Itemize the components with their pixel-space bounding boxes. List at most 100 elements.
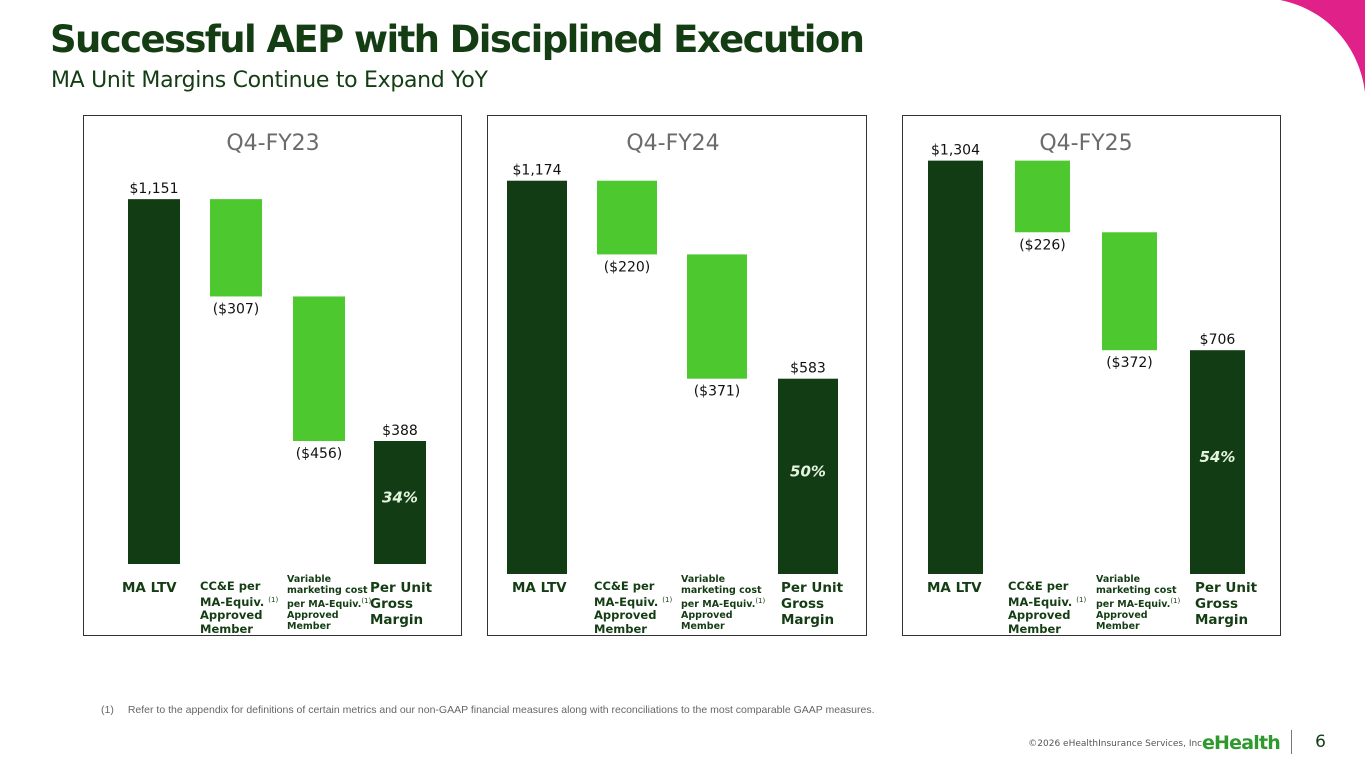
label-line: Approved xyxy=(681,610,733,621)
category-label-variable-marketing: Variable marketing cost per MA-Equiv.(1)… xyxy=(287,574,371,632)
category-label-variable-marketing: Variable marketing cost per MA-Equiv.(1)… xyxy=(681,574,765,632)
label-line: Approved xyxy=(200,608,263,622)
chart-panel-q4-fy25: Q4-FY25 $1,304 ($226) ($372) $706 54% MA LTV… xyxy=(902,115,1281,636)
category-label-cce: CC&E per MA-Equiv. (1) Approved Member xyxy=(200,579,279,636)
label-line: Gross xyxy=(1195,596,1239,612)
bar-variable-marketing xyxy=(293,296,345,442)
bar-cce xyxy=(597,180,657,255)
footnote-ref: (1) xyxy=(268,595,279,604)
label-line: MA-Equiv. xyxy=(594,594,659,609)
label-line: CC&E per xyxy=(594,579,655,593)
data-label: $706 xyxy=(1200,332,1236,348)
data-label: $388 xyxy=(382,423,418,439)
footnote-ref: (1) xyxy=(1076,595,1087,604)
label-line: Margin xyxy=(370,612,424,628)
label-line: Approved xyxy=(594,608,657,622)
copyright-text: ©2026 eHealthInsurance Services, Inc. xyxy=(1028,739,1205,749)
label-line: Member xyxy=(1096,621,1140,632)
footer-divider xyxy=(1291,730,1292,754)
data-label: ($371) xyxy=(694,384,741,400)
bar-gross-margin xyxy=(778,378,838,574)
data-label: $1,174 xyxy=(513,163,562,179)
bar-variable-marketing xyxy=(687,254,747,379)
label-line: Per Unit xyxy=(370,580,433,596)
footnote-ref: (1) xyxy=(662,595,673,604)
label-text: MA LTV xyxy=(927,580,982,596)
category-label-per-unit-gross-margin: Per Unit Gross Margin xyxy=(1195,580,1257,628)
footnote-number: (1) xyxy=(101,704,114,716)
category-label-per-unit-gross-margin: Per Unit Gross Margin xyxy=(370,580,432,628)
label-line: Approved xyxy=(1096,610,1148,621)
data-label: ($372) xyxy=(1106,355,1153,371)
page-title: Successful AEP with Disciplined Executio… xyxy=(50,18,865,61)
label-line: Margin xyxy=(781,612,835,628)
label-line: Per Unit xyxy=(781,580,844,596)
label-line: Margin xyxy=(1195,612,1249,628)
bar-gross-margin xyxy=(1190,350,1245,574)
label-line: CC&E per xyxy=(1008,579,1069,593)
label-line: marketing cost xyxy=(287,585,368,596)
bar-cce xyxy=(1015,160,1070,233)
data-label: ($220) xyxy=(604,259,651,275)
label-line: Member xyxy=(681,621,725,632)
label-line: Variable xyxy=(1096,574,1141,585)
label-line: MA-Equiv. xyxy=(200,594,265,609)
chart-title: Q4-FY23 xyxy=(226,131,319,156)
margin-percent-label: 54% xyxy=(1200,448,1236,466)
label-line: Approved xyxy=(1008,608,1071,622)
label-line: Gross xyxy=(370,596,414,612)
label-line: per MA-Equiv. xyxy=(287,599,362,610)
label-text: MA LTV xyxy=(122,580,177,596)
label-line: Variable xyxy=(681,574,726,585)
data-label: $583 xyxy=(790,361,826,377)
footnote-ref: (1) xyxy=(755,597,766,605)
label-line: Per Unit xyxy=(1195,580,1258,596)
label-line: Gross xyxy=(781,596,825,612)
ehealth-logo: eHealth xyxy=(1201,732,1281,754)
category-label-variable-marketing: Variable marketing cost per MA-Equiv.(1)… xyxy=(1096,574,1180,632)
category-label-ma-ltv: MA LTV xyxy=(927,580,982,596)
label-line: Approved xyxy=(287,610,339,621)
label-line: Member xyxy=(287,621,331,632)
footnote-ref: (1) xyxy=(361,597,372,605)
bar-cce xyxy=(210,199,262,297)
margin-percent-label: 34% xyxy=(382,489,418,507)
data-label: ($307) xyxy=(213,301,260,317)
page-subtitle: MA Unit Margins Continue to Expand YoY xyxy=(51,68,488,93)
bar-ma-ltv xyxy=(128,199,180,564)
category-label-ma-ltv: MA LTV xyxy=(512,580,567,596)
footnote: (1) Refer to the appendix for definitions… xyxy=(101,704,875,716)
category-label-per-unit-gross-margin: Per Unit Gross Margin xyxy=(781,580,843,628)
corner-accent-shape xyxy=(1280,0,1365,92)
label-line: marketing cost xyxy=(681,585,762,596)
label-line: per MA-Equiv. xyxy=(681,599,756,610)
bar-gross-margin xyxy=(374,441,426,564)
page-number: 6 xyxy=(1315,732,1326,752)
category-label-cce: CC&E per MA-Equiv. (1) Approved Member xyxy=(594,579,673,636)
footnote-text: Refer to the appendix for definitions of… xyxy=(127,704,875,716)
label-line: Member xyxy=(1008,621,1061,636)
data-label: $1,304 xyxy=(931,143,980,159)
label-line: marketing cost xyxy=(1096,585,1177,596)
label-line: CC&E per xyxy=(200,579,261,593)
data-label: $1,151 xyxy=(130,181,179,197)
data-label: ($226) xyxy=(1019,237,1066,253)
category-label-cce: CC&E per MA-Equiv. (1) Approved Member xyxy=(1008,579,1087,636)
category-label-ma-ltv: MA LTV xyxy=(122,580,177,596)
chart-panel-q4-fy23: Q4-FY23 $1,151 ($307) ($456) $388 34% MA LTV… xyxy=(83,115,462,636)
data-label: ($456) xyxy=(296,446,343,462)
margin-percent-label: 50% xyxy=(790,462,826,480)
waterfall-chart: Q4-FY23 $1,151 ($307) ($456) $388 34% xyxy=(128,131,426,564)
bar-variable-marketing xyxy=(1102,232,1157,351)
chart-panel-q4-fy24: Q4-FY24 $1,174 ($220) ($371) $583 50% MA LTV… xyxy=(487,115,867,636)
label-line: Variable xyxy=(287,574,332,585)
footer: ©2026 eHealthInsurance Services, Inc. eH… xyxy=(1020,730,1340,754)
bar-ma-ltv xyxy=(507,180,567,574)
waterfall-chart: Q4-FY25 $1,304 ($226) ($372) $706 54% xyxy=(928,131,1245,574)
footnote-ref: (1) xyxy=(1170,597,1181,605)
label-line: Member xyxy=(594,621,647,636)
chart-title: Q4-FY25 xyxy=(1039,131,1132,156)
bar-ma-ltv xyxy=(928,160,983,574)
waterfall-chart: Q4-FY24 $1,174 ($220) ($371) $583 50% xyxy=(507,131,838,574)
chart-title: Q4-FY24 xyxy=(626,131,719,156)
